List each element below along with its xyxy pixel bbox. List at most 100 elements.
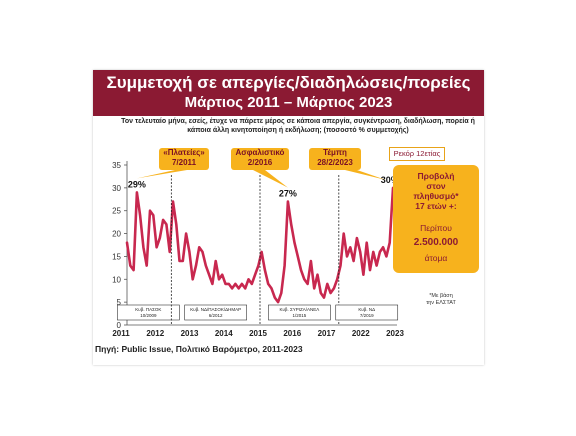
period-label: 10/2009 [140,313,157,318]
data-point [257,264,260,267]
projection-line-1: Προβολή [417,171,455,181]
data-point [155,246,158,249]
y-tick-label: 20 [112,230,121,239]
data-point [218,278,220,281]
data-point [172,200,174,203]
data-point [162,218,165,221]
data-point [139,214,142,217]
data-point [329,292,332,294]
data-label: 30% [381,175,399,185]
data-label: 29% [128,179,146,189]
callout-asfalistiko: Ασφαλιστικό 2/2016 [231,148,289,170]
record-label: Ρεκόρ 12ετίας [389,147,445,161]
callout-plateies-date: 7/2011 [171,157,197,167]
data-point [214,260,217,262]
data-point [231,287,233,290]
data-point [378,250,381,253]
data-point [129,264,132,267]
x-tick-label: 2017 [318,329,336,338]
footnote-line-1: *Με βάση [429,293,453,299]
period-label-box [268,304,331,321]
period-label-box [117,304,180,321]
survey-question: Τον τελευταίο μήνα, εσείς, έτυχε να πάρε… [121,118,475,134]
data-point [145,264,148,267]
data-point [135,191,138,194]
callout-tempi-title: Τέμπη [323,148,347,157]
data-point [362,273,365,276]
y-tick-label: 15 [112,252,121,261]
callout-pointer [253,170,288,188]
data-point [388,241,391,244]
x-tick-label: 2014 [215,329,233,338]
data-point [273,296,276,299]
data-point [195,264,197,267]
data-point [277,301,279,304]
data-point [224,282,227,285]
population-projection-box: Προβολή στον πληθυσμό* 17 ετών +: Περίπο… [393,165,479,273]
projection-line-3: πληθυσμό* [413,191,459,201]
data-point [185,232,188,235]
data-point [296,255,299,258]
data-point [339,264,342,267]
data-point [336,278,339,281]
period-label: Κυβ. ΠΑΣΟΚ [135,307,161,312]
x-tick-label: 2013 [181,329,199,338]
data-point [306,282,309,285]
data-point [323,296,325,299]
data-point [126,241,128,244]
data-point [369,269,371,272]
callout-tempi: Τέμπη 28/2/2023 [309,148,361,170]
data-point [267,282,270,285]
data-point [349,246,352,249]
callout-pointer [345,170,386,180]
period-label: 7/2019 [360,313,374,318]
y-tick-label: 5 [117,298,122,307]
data-point [152,214,155,217]
callout-asfalistiko-date: 2/2016 [247,157,273,167]
data-point [181,260,184,262]
x-tick-label: 2011 [112,329,130,338]
x-tick-label: 2015 [249,329,267,338]
data-point [204,264,207,267]
period-label: Κυβ. ΝΔ/ΠΑΣΟΚ/ΔΗΜΑΡ [190,307,241,312]
data-point [365,241,368,244]
period-label-box [335,304,399,321]
data-point [264,269,266,272]
y-tick-label: 10 [112,275,121,284]
data-point [178,260,181,262]
data-point [247,278,250,281]
x-tick-label: 2016 [283,329,301,338]
data-label: 27% [279,189,297,199]
data-point [326,282,329,285]
data-point [283,264,286,267]
period-label-box [184,304,247,321]
projection-line-4: 17 ετών +: [415,201,457,211]
data-point [355,237,358,240]
data-point [382,246,385,249]
data-point [227,282,230,285]
data-point [198,246,201,249]
data-point [241,282,243,285]
data-point [211,282,214,285]
data-point [385,255,388,258]
projection-around: Περίπου [420,223,452,233]
chart-title: Συμμετοχή σε απεργίες/διαδηλώσεις/πορείε… [106,73,471,92]
data-point [165,223,168,226]
data-point [287,200,289,203]
data-point [319,292,322,294]
callout-plateies: «Πλατείες» 7/2011 [159,148,209,170]
callout-plateies-title: «Πλατείες» [163,148,205,157]
data-point [270,287,273,290]
period-label: 6/2012 [209,313,223,318]
series-line [125,186,395,304]
footnote-line-2: την ΕΛΣΤΑΤ [426,300,456,306]
title-bar: Συμμετοχή σε απεργίες/διαδηλώσεις/πορείε… [93,70,484,116]
data-point [142,246,145,249]
period-label: 1/2015 [293,313,307,318]
data-point [313,287,316,290]
data-point [300,269,302,272]
data-point [208,273,210,276]
projection-heading: Προβολή στον πληθυσμό* 17 ετών +: [393,171,479,211]
period-label: Κυβ. ΝΔ [358,307,375,312]
data-point [332,287,335,290]
